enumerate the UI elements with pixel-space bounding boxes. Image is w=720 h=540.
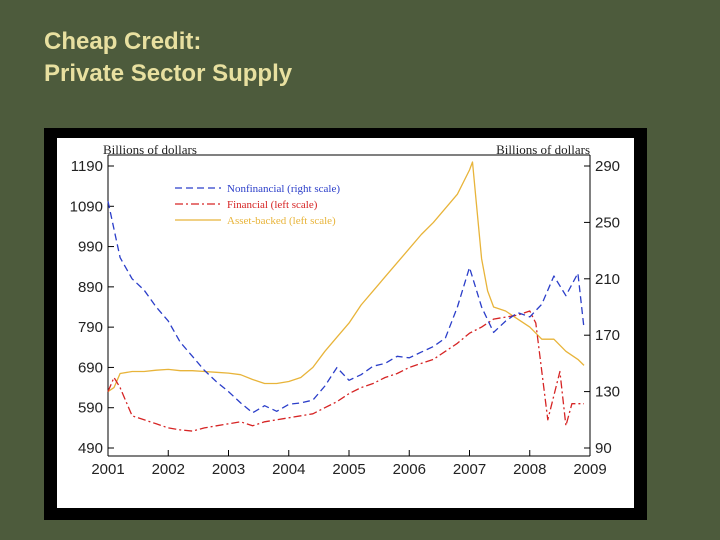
y-left-tick-label: 490 <box>78 440 103 457</box>
legend-label-financial: Financial (left scale) <box>227 199 318 211</box>
legend-label-nonfinancial: Nonfinancial (right scale) <box>227 183 340 195</box>
chart-frame: Billions of dollars Billions of dollars … <box>44 128 647 520</box>
y-left-tick-label: 1090 <box>70 198 103 215</box>
series-line-financial <box>107 310 584 432</box>
x-tick-label: 2007 <box>453 461 486 478</box>
y-left-tick-label: 890 <box>78 279 103 296</box>
y-right-axis-title: Billions of dollars <box>496 142 590 157</box>
x-tick-label: 2001 <box>91 461 124 478</box>
y-right-tick-label: 170 <box>595 327 620 344</box>
series-layer <box>107 161 585 432</box>
slide-title-line-2: Private Sector Supply <box>44 60 293 87</box>
series-line-nonfinancial <box>107 201 585 414</box>
chart-panel: Billions of dollars Billions of dollars … <box>57 138 634 508</box>
y-right-tick-label: 90 <box>595 440 612 457</box>
y-left-ticks: 490 590 690 790 890 990 1090 1190 <box>70 158 114 457</box>
y-right-tick-label: 210 <box>595 271 620 288</box>
credit-supply-line-chart: Billions of dollars Billions of dollars … <box>70 142 620 478</box>
x-tick-label: 2006 <box>393 461 426 478</box>
y-left-tick-label: 1190 <box>71 158 103 175</box>
slide-title-line-1: Cheap Credit: <box>44 28 202 55</box>
y-left-tick-label: 990 <box>78 239 103 256</box>
y-left-tick-label: 690 <box>78 359 103 376</box>
y-right-tick-label: 290 <box>595 158 620 175</box>
y-left-tick-label: 590 <box>78 400 103 417</box>
y-left-axis-title: Billions of dollars <box>103 142 197 157</box>
y-right-ticks: 90 130 170 210 250 290 <box>584 158 620 457</box>
x-ticks: 2001 2002 2003 2004 2005 2006 2007 2008 2009 <box>91 450 607 478</box>
x-tick-label: 2003 <box>212 461 245 478</box>
x-tick-label: 2004 <box>272 461 305 478</box>
y-right-tick-label: 250 <box>595 214 620 231</box>
legend-label-asset-backed: Asset-backed (left scale) <box>227 215 336 227</box>
series-line-asset-backed <box>107 161 585 393</box>
slide-title: Cheap Credit: Private Sector Supply <box>44 26 292 90</box>
x-tick-label: 2005 <box>332 461 365 478</box>
legend: Nonfinancial (right scale) Financial (le… <box>175 183 340 227</box>
x-tick-label: 2002 <box>152 461 185 478</box>
x-tick-label: 2008 <box>513 461 546 478</box>
y-right-tick-label: 130 <box>595 384 620 401</box>
y-left-tick-label: 790 <box>78 319 103 336</box>
x-tick-label: 2009 <box>573 461 606 478</box>
